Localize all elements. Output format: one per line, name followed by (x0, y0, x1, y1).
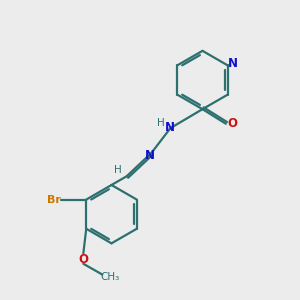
Text: O: O (227, 117, 237, 130)
Text: N: N (228, 58, 238, 70)
Text: N: N (145, 149, 155, 162)
Text: CH₃: CH₃ (101, 272, 120, 282)
Text: H: H (157, 118, 165, 128)
Text: H: H (114, 165, 122, 176)
Text: N: N (164, 121, 175, 134)
Text: O: O (78, 253, 88, 266)
Text: Br: Br (46, 195, 61, 205)
